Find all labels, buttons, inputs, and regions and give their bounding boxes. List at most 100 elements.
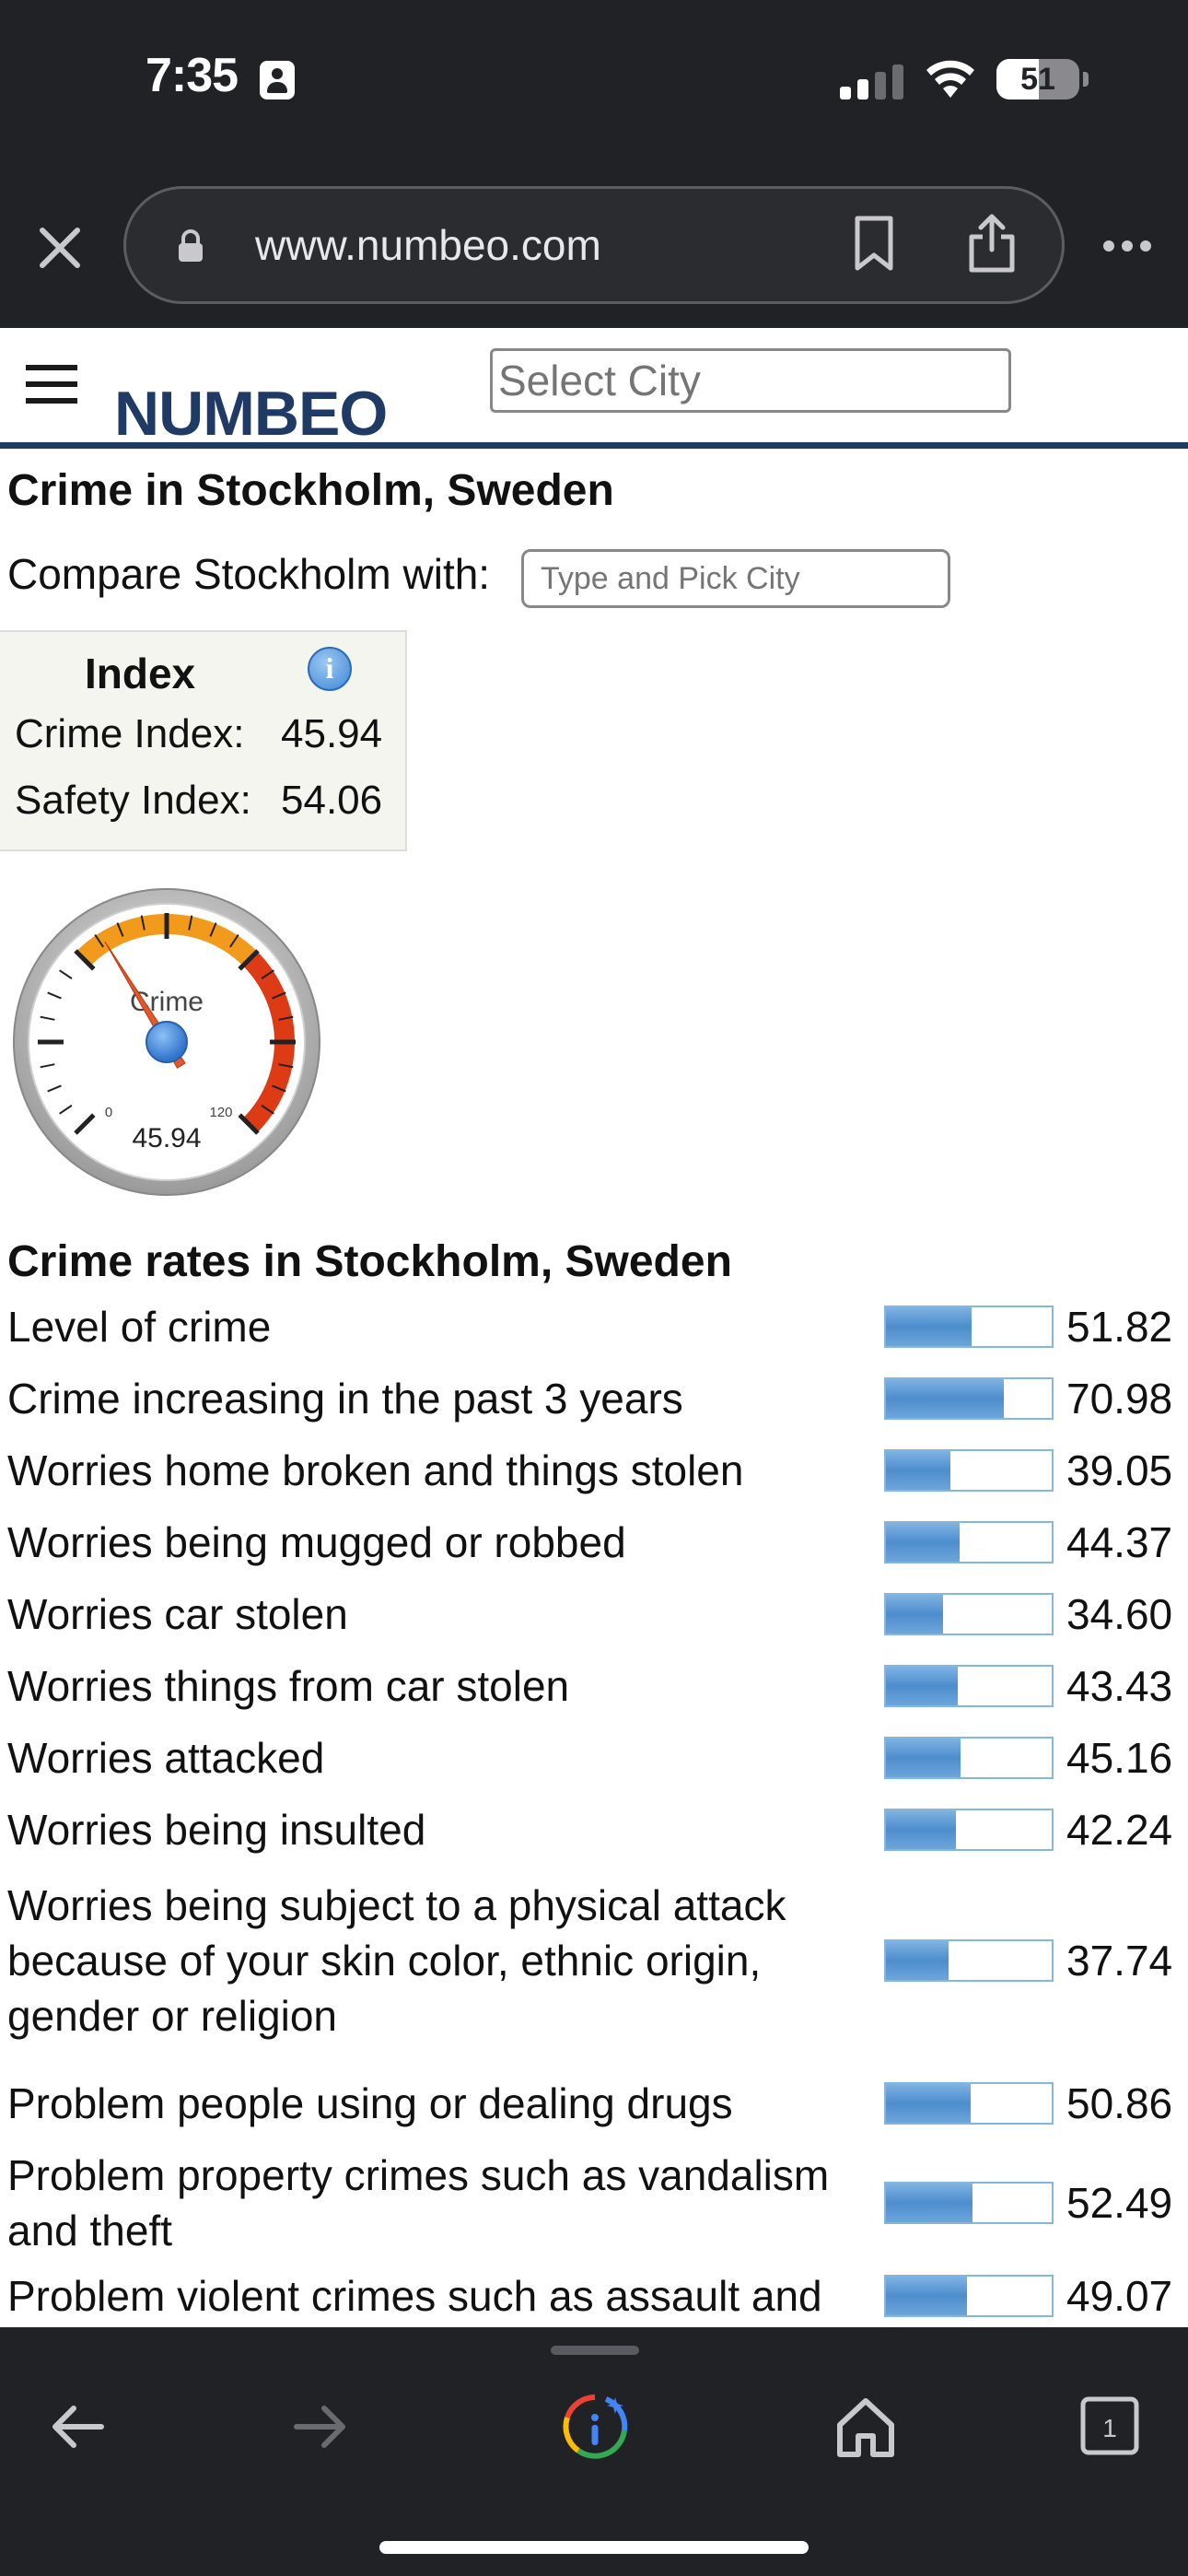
url-text[interactable]: www.numbeo.com [255, 221, 601, 269]
numbeo-logo[interactable]: NUMBEO [114, 379, 388, 449]
crime-rate-bar-fill [886, 1523, 960, 1562]
crime-index-value: 45.94 [281, 711, 383, 756]
site-header: NUMBEO [0, 328, 1188, 449]
crime-rate-bar [884, 1306, 1054, 1348]
home-icon[interactable] [829, 2390, 903, 2464]
crime-rate-label: Worries being subject to a physical atta… [7, 1881, 786, 2040]
crime-rate-value: 50.86 [1066, 2079, 1173, 2127]
index-heading: Index [85, 650, 196, 697]
gauge-tick [47, 991, 62, 1000]
info-icon[interactable]: i [308, 647, 352, 691]
crime-rate-label: Level of crime [7, 1303, 272, 1351]
gauge-tick [261, 969, 274, 979]
crime-rate-value: 51.82 [1066, 1303, 1173, 1351]
gauge-tick [278, 1015, 294, 1021]
crime-rate-bar [884, 2182, 1054, 2224]
crime-rate-value: 52.49 [1066, 2179, 1173, 2227]
sheet-grabber[interactable] [551, 2346, 639, 2355]
crime-rate-bar [884, 2082, 1054, 2125]
crime-rate-value: 34.60 [1066, 1590, 1173, 1638]
gauge-tick [47, 1084, 62, 1093]
crime-rate-bar-fill [886, 2184, 973, 2222]
gauge-tick [74, 949, 96, 971]
address-bar[interactable]: www.numbeo.com [123, 186, 1065, 304]
battery-icon: 51 [996, 59, 1079, 100]
crime-rate-bar [884, 1665, 1054, 1707]
crime-rate-label: Crime increasing in the past 3 years [7, 1375, 683, 1423]
home-indicator [379, 2541, 809, 2554]
crime-rate-value: 37.74 [1066, 1937, 1173, 1985]
forward-icon[interactable] [284, 2390, 357, 2464]
crime-rate-bar-fill [886, 1307, 973, 1346]
crime-rate-bar-fill [886, 2084, 971, 2123]
bookmark-icon[interactable] [850, 215, 898, 274]
lock-icon [179, 229, 203, 262]
crime-rate-bar [884, 1809, 1054, 1851]
crime-rates-title: Crime rates in Stockholm, Sweden [7, 1237, 732, 1286]
gauge-tick [40, 1063, 55, 1069]
gauge-tick [229, 934, 239, 948]
crime-rate-value: 44.37 [1066, 1518, 1173, 1566]
crime-rate-label: Worries being insulted [7, 1806, 426, 1854]
focus-person-icon [260, 61, 295, 100]
gauge-tick [116, 922, 124, 937]
crime-rate-value: 43.43 [1066, 1662, 1173, 1710]
gauge-min: 0 [105, 1105, 112, 1120]
back-icon[interactable] [41, 2390, 114, 2464]
crime-rate-label: Worries being mugged or robbed [7, 1518, 626, 1566]
crime-rate-value: 39.05 [1066, 1446, 1173, 1494]
page-title: Crime in Stockholm, Sweden [7, 466, 614, 515]
crime-rate-bar [884, 1377, 1054, 1420]
crime-rate-bar [884, 1449, 1054, 1492]
gauge-tick [74, 1113, 96, 1135]
battery-percent: 51 [1020, 62, 1055, 97]
crime-rate-bar [884, 1737, 1054, 1779]
gauge-tick [59, 969, 73, 979]
gauge-tick [238, 949, 260, 971]
gauge-max: 120 [209, 1105, 232, 1120]
crime-rate-label: Problem property crimes such as vandalis… [7, 2151, 830, 2254]
crime-rate-bar-fill [886, 1667, 959, 1705]
crime-rate-value: 45.16 [1066, 1734, 1173, 1782]
safety-index-label: Safety Index: [15, 778, 251, 823]
compare-city-input[interactable] [521, 549, 950, 608]
crime-rate-bar-fill [886, 1379, 1004, 1418]
more-icon[interactable] [1101, 236, 1153, 256]
gauge-hub [146, 1021, 188, 1063]
cellular-signal-icon [840, 63, 904, 100]
wifi-icon [926, 60, 974, 98]
crime-rate-value: 42.24 [1066, 1806, 1173, 1854]
crime-rate-label: Worries things from car stolen [7, 1662, 570, 1710]
safety-index-value: 54.06 [281, 778, 383, 823]
google-lens-icon[interactable] [558, 2390, 632, 2464]
compare-label: Compare Stockholm with: [7, 550, 491, 598]
select-city-input[interactable] [490, 348, 1011, 413]
crime-rate-bar-fill [886, 1451, 951, 1490]
status-time: 7:35 [146, 49, 239, 102]
gauge-tick [188, 915, 193, 931]
crime-rate-label: Problem violent crimes such as assault a… [7, 2272, 822, 2320]
battery-tip [1083, 72, 1089, 87]
close-icon[interactable] [33, 221, 87, 275]
crime-rate-label: Worries attacked [7, 1734, 325, 1782]
gauge-tick [94, 934, 104, 948]
gauge-tick [40, 1015, 55, 1021]
gauge-tick [278, 1063, 294, 1069]
crime-index-label: Crime Index: [15, 711, 245, 756]
tab-count: 1 [1102, 2414, 1117, 2442]
crime-rate-value: 70.98 [1066, 1375, 1173, 1423]
crime-rate-bar-fill [886, 1595, 944, 1633]
crime-rate-bar [884, 2275, 1054, 2317]
crime-rate-bar-fill [886, 1739, 961, 1777]
hamburger-icon[interactable] [26, 365, 77, 404]
crime-rate-bar-fill [886, 1810, 957, 1849]
gauge-value: 45.94 [132, 1123, 201, 1153]
crime-rate-bar [884, 1939, 1054, 1982]
crime-rate-bar-fill [886, 2277, 968, 2315]
gauge-tick [209, 922, 217, 937]
tabs-icon[interactable]: 1 [1074, 2390, 1147, 2464]
crime-rate-bar [884, 1593, 1054, 1635]
gauge-tick [272, 991, 286, 1000]
crime-rate-bar-fill [886, 1941, 949, 1980]
share-icon[interactable] [966, 211, 1018, 275]
